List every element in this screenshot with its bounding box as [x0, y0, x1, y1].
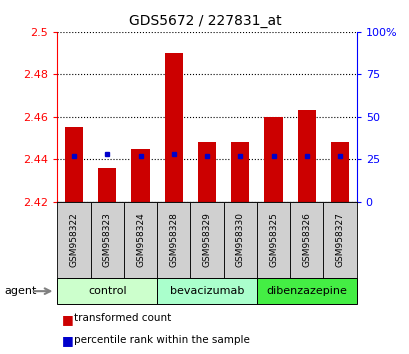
Text: GSM958322: GSM958322 — [70, 212, 79, 267]
Text: percentile rank within the sample: percentile rank within the sample — [74, 335, 249, 344]
Text: GSM958323: GSM958323 — [103, 212, 112, 267]
Bar — [231, 142, 249, 202]
Bar — [330, 142, 348, 202]
Text: ■: ■ — [61, 313, 73, 326]
Text: ■: ■ — [61, 335, 73, 348]
Text: GSM958327: GSM958327 — [335, 212, 344, 267]
Text: GSM958330: GSM958330 — [235, 212, 244, 267]
Text: GSM958324: GSM958324 — [136, 212, 145, 267]
Text: bevacizumab: bevacizumab — [169, 286, 244, 296]
Bar — [65, 127, 83, 202]
Text: GSM958325: GSM958325 — [268, 212, 277, 267]
Text: GSM958326: GSM958326 — [301, 212, 310, 267]
Text: control: control — [88, 286, 126, 296]
Text: transformed count: transformed count — [74, 313, 171, 323]
Text: GSM958329: GSM958329 — [202, 212, 211, 267]
Text: agent: agent — [4, 286, 36, 296]
Bar — [131, 149, 149, 202]
Text: GDS5672 / 227831_at: GDS5672 / 227831_at — [128, 14, 281, 28]
Bar — [164, 53, 182, 202]
Bar — [264, 117, 282, 202]
Text: dibenzazepine: dibenzazepine — [266, 286, 346, 296]
Bar — [98, 168, 116, 202]
Bar — [297, 110, 315, 202]
Text: GSM958328: GSM958328 — [169, 212, 178, 267]
Bar — [198, 142, 216, 202]
